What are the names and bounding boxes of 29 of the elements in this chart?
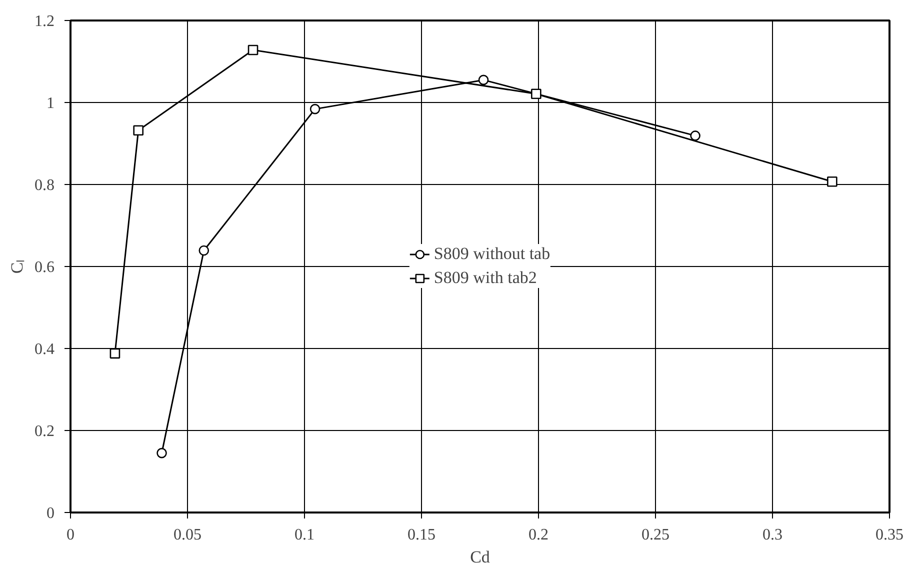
y-tick-label: 1.2	[34, 13, 54, 30]
point	[110, 348, 120, 359]
y-tick-label: 0.2	[34, 423, 54, 440]
x-tick-label: 0.3	[762, 526, 782, 544]
point	[690, 130, 700, 141]
point	[827, 176, 838, 187]
x-tick-label: 0.05	[174, 526, 202, 544]
point	[156, 448, 167, 458]
y-tick-label: 0.8	[34, 177, 54, 194]
x-tick-label: 0.2	[528, 526, 548, 544]
point	[248, 44, 258, 56]
x-tick-label: 0.1	[294, 526, 314, 544]
y-tick-label: 0.6	[34, 259, 54, 276]
x-axis-title: Cd	[470, 548, 490, 566]
y-axis-title: Cₗ	[8, 259, 26, 274]
point	[310, 104, 320, 114]
x-tick-label: 0.15	[408, 526, 436, 544]
point	[531, 88, 542, 100]
y-tick-label: 0.4	[34, 341, 54, 358]
point	[478, 74, 489, 86]
legend-label: S809 with tab2	[434, 268, 537, 288]
point	[198, 245, 210, 256]
x-tick-label: 0.35	[876, 526, 904, 544]
y-tick-label: 0	[46, 505, 54, 522]
point	[133, 125, 144, 136]
legend-label: S809 without tab	[434, 244, 550, 264]
x-tick-label: 0	[66, 526, 74, 544]
y-tick-label: 1	[46, 95, 54, 112]
x-tick-label: 0.25	[642, 526, 670, 544]
